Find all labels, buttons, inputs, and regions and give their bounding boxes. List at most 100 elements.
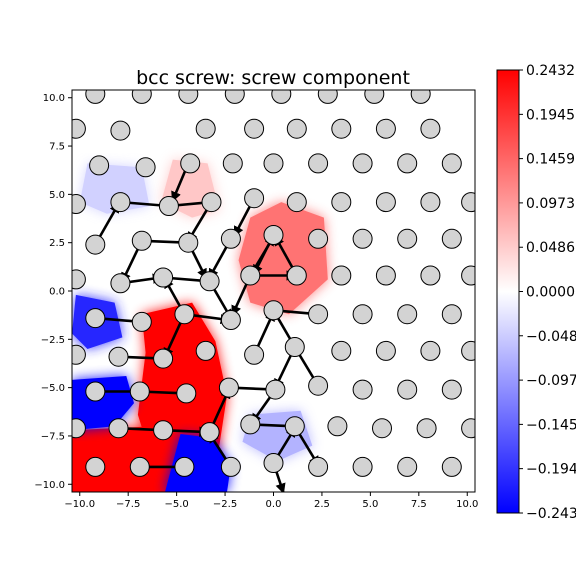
atom-marker: [420, 118, 441, 139]
atom-marker: [397, 456, 418, 477]
atom-marker: [263, 453, 284, 473]
atom-marker: [308, 375, 329, 396]
atom-marker: [410, 90, 431, 104]
colorbar-tick-label: 0.2432: [526, 63, 575, 79]
heat-region-2: [238, 202, 328, 315]
colorbar-tick-label: 0.0000: [526, 285, 575, 301]
atom-marker: [178, 232, 199, 253]
x-tick-label: −10.0: [64, 499, 95, 510]
atom-markers: [72, 90, 475, 477]
x-tick-label: −7.5: [116, 499, 140, 510]
atom-marker: [178, 90, 199, 104]
atom-marker: [461, 418, 475, 439]
y-tick-label: −5.0: [41, 383, 65, 394]
atom-marker: [352, 304, 373, 325]
atom-marker: [240, 265, 261, 286]
atom-marker: [461, 265, 475, 286]
y-tick-label: −7.5: [41, 431, 65, 442]
atom-marker: [375, 265, 396, 286]
y-tick-label: −2.5: [41, 335, 65, 346]
atom-marker: [331, 118, 352, 139]
x-tick-label: 10.0: [456, 499, 478, 510]
atom-marker: [195, 340, 216, 361]
colorbar: [496, 69, 520, 514]
atom-marker: [331, 192, 352, 213]
atom-marker: [72, 418, 86, 439]
atom-marker: [352, 379, 373, 400]
x-tick-label: 7.5: [411, 499, 427, 510]
atom-marker: [397, 379, 418, 400]
atom-marker: [240, 414, 261, 435]
atom-marker: [108, 418, 129, 439]
atom-marker: [131, 311, 152, 332]
atom-marker: [331, 265, 352, 286]
atom-marker: [110, 120, 131, 141]
atom-marker: [110, 273, 131, 294]
atom-marker: [327, 416, 348, 437]
atom-marker: [397, 304, 418, 325]
y-axis: 10.0 7.5 5.0 2.5 0.0 −2.5 −5.0 −7.5 −10.0: [34, 93, 72, 491]
atom-marker: [153, 420, 174, 441]
atom-marker: [397, 153, 418, 174]
atom-marker: [263, 153, 284, 174]
atom-marker: [375, 192, 396, 213]
atom-marker: [176, 383, 197, 404]
atom-marker: [85, 381, 106, 402]
heat-region-5: [165, 434, 231, 492]
atom-marker: [174, 456, 195, 477]
atom-marker: [89, 155, 110, 176]
atom-marker: [416, 418, 437, 439]
atom-marker: [129, 456, 150, 477]
atom-marker: [441, 153, 462, 174]
x-tick-label: −2.5: [213, 499, 237, 510]
y-tick-label: 10.0: [43, 93, 65, 104]
atom-marker: [72, 118, 86, 139]
atom-marker: [286, 192, 307, 213]
atom-marker: [220, 310, 241, 330]
atom-marker: [85, 234, 106, 255]
atom-marker: [420, 192, 441, 213]
colorbar-tick-label: −0.194: [526, 462, 576, 478]
atom-marker: [441, 456, 462, 477]
chart-title: bcc screw: screw component: [136, 67, 410, 89]
colorbar-tick-label: 0.0486: [526, 240, 575, 256]
colorbar-tick-label: −0.097: [526, 373, 576, 389]
colorbar-tick-label: −0.243: [526, 506, 576, 522]
atom-marker: [352, 456, 373, 477]
atom-marker: [441, 379, 462, 400]
atom-marker: [244, 188, 265, 209]
atom-marker: [108, 346, 129, 367]
atom-marker: [218, 377, 239, 398]
y-tick-label: 5.0: [49, 190, 65, 201]
colorbar-tick-label: 0.1945: [526, 107, 575, 123]
atom-marker: [352, 153, 373, 174]
y-tick-label: 2.5: [49, 238, 65, 249]
x-tick-label: −5.0: [164, 499, 188, 510]
atom-marker: [195, 118, 216, 139]
atom-marker: [461, 340, 475, 361]
atom-marker: [158, 196, 179, 216]
atom-marker: [244, 344, 265, 365]
atom-marker: [131, 230, 152, 251]
atom-marker: [72, 269, 86, 290]
atom-marker: [220, 456, 241, 477]
atom-marker: [308, 456, 329, 477]
atom-marker: [420, 265, 441, 286]
atom-marker: [244, 118, 265, 139]
x-tick-label: 0.0: [266, 499, 282, 510]
atom-marker: [308, 153, 329, 174]
atom-marker: [224, 90, 245, 104]
atom-marker: [284, 416, 305, 437]
atom-marker: [174, 304, 195, 325]
atom-marker: [85, 308, 106, 329]
x-axis: −10.0 −7.5 −5.0 −2.5 0.0 2.5 5.0 7.5 10.0: [64, 492, 478, 510]
x-tick-label: 5.0: [362, 499, 378, 510]
atom-marker: [331, 340, 352, 361]
colorbar-tick-label: 0.0973: [526, 196, 575, 212]
heat-region-8: [79, 163, 150, 214]
atom-marker: [372, 418, 392, 439]
atom-marker: [131, 90, 152, 104]
atom-marker: [375, 340, 396, 361]
atom-marker: [308, 228, 329, 249]
colorbar-axis: 0.2432 0.1945 0.1459 0.0973 0.0486 0.0000 −0.0…: [519, 63, 576, 522]
